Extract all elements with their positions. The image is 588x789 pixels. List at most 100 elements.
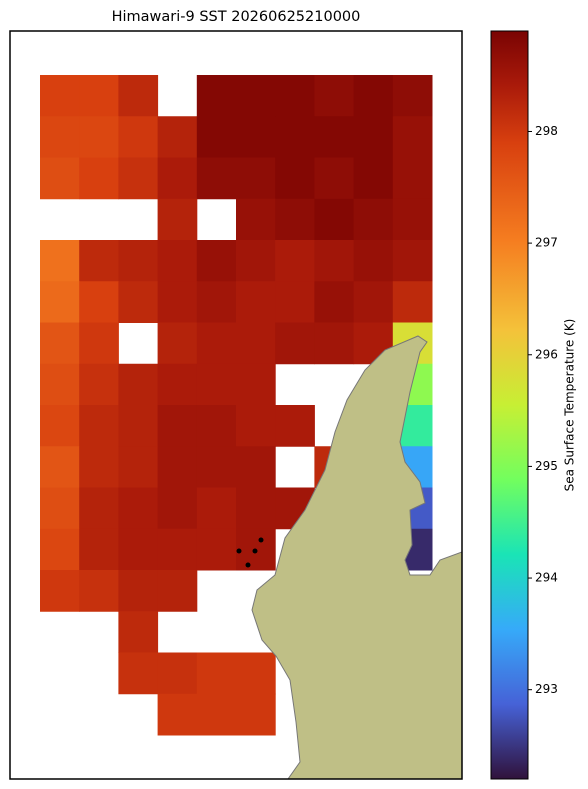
sst-cell (157, 363, 198, 406)
sst-cell (40, 528, 80, 571)
sst-cell (196, 322, 237, 365)
sst-cell (40, 487, 80, 530)
sst-cell (196, 528, 237, 571)
sst-cell (196, 693, 237, 736)
sst-cell (79, 322, 119, 365)
sst-cell (79, 281, 119, 323)
land-layer (251, 335, 462, 779)
sst-cell (118, 570, 159, 612)
station-dot (245, 562, 251, 568)
sst-cell (40, 322, 80, 365)
sst-cell (79, 405, 119, 447)
sst-cell (118, 611, 159, 653)
sst-cell (40, 446, 80, 488)
sst-cell (314, 322, 355, 365)
colorbar-tick-label: 298 (535, 124, 558, 138)
sst-cell (157, 198, 198, 241)
sst-cell (314, 75, 355, 117)
sst-cell (236, 281, 276, 323)
sst-cell (314, 157, 355, 200)
sst-cell (79, 75, 119, 117)
sst-cell (157, 528, 198, 571)
sst-cell (79, 528, 119, 571)
sst-cell (236, 157, 276, 200)
sst-cell (353, 116, 394, 158)
station-dot (252, 548, 258, 554)
sst-cell (353, 157, 394, 200)
sst-cell (118, 405, 159, 447)
sst-cell (40, 363, 80, 406)
map-title: Himawari-9 SST 20260625210000 (112, 9, 361, 25)
sst-cell (196, 281, 237, 323)
sst-field (40, 75, 433, 736)
sst-cell (196, 446, 237, 488)
sst-cell (236, 693, 276, 736)
sst-cell (314, 116, 355, 158)
sst-cell (275, 322, 315, 365)
sst-cell (157, 693, 198, 736)
sst-cell (40, 240, 80, 282)
sst-cell (236, 652, 276, 695)
sst-cell (196, 116, 237, 158)
sst-cell (118, 652, 159, 695)
sst-cell (314, 240, 355, 282)
sst-cell (314, 281, 355, 323)
station-dot (258, 537, 264, 543)
sst-cell (79, 116, 119, 158)
sst-cell (157, 116, 198, 158)
land (251, 335, 462, 779)
sst-cell (236, 405, 276, 447)
sst-cell (157, 157, 198, 200)
sst-cell (157, 405, 198, 447)
sst-cell (196, 157, 237, 200)
sst-cell (40, 75, 80, 117)
sst-cell (236, 322, 276, 365)
sst-cell (157, 240, 198, 282)
colorbar-tick-label: 294 (535, 571, 558, 585)
sst-cell (196, 652, 237, 695)
sst-cell (275, 281, 315, 323)
sst-cell (275, 198, 315, 241)
sst-cell (353, 281, 394, 323)
sst-cell (157, 446, 198, 488)
colorbar-tick-label: 293 (535, 682, 558, 696)
sst-cell (79, 570, 119, 612)
sst-cell (353, 240, 394, 282)
sst-cell (40, 570, 80, 612)
sst-cell (196, 405, 237, 447)
sst-cell (196, 240, 237, 282)
sst-cell (40, 116, 80, 158)
sst-cell (196, 487, 237, 530)
sst-cell (196, 75, 237, 117)
sst-cell (392, 240, 433, 282)
station-points (236, 537, 264, 568)
sst-cell (236, 198, 276, 241)
sst-cell (353, 75, 394, 117)
sst-cell (118, 487, 159, 530)
sst-cell (118, 116, 159, 158)
station-dot (236, 548, 242, 554)
sst-cell (275, 75, 315, 117)
sst-cell (79, 157, 119, 200)
map-frame (9, 30, 463, 780)
sst-cell (157, 652, 198, 695)
sst-cell (196, 363, 237, 406)
sst-cell (157, 322, 198, 365)
sst-cell (236, 487, 276, 530)
sst-cell (79, 363, 119, 406)
sst-cell (118, 281, 159, 323)
sst-cell (40, 281, 80, 323)
sst-cell (40, 405, 80, 447)
sst-cell (236, 240, 276, 282)
sst-cell (392, 198, 433, 241)
sst-cell (392, 157, 433, 200)
sst-cell (79, 446, 119, 488)
sst-cell (79, 240, 119, 282)
sst-cell (236, 116, 276, 158)
sst-cell (275, 157, 315, 200)
sst-cell (118, 446, 159, 488)
sst-cell (314, 198, 355, 241)
sst-cell (157, 487, 198, 530)
sst-cell (118, 240, 159, 282)
